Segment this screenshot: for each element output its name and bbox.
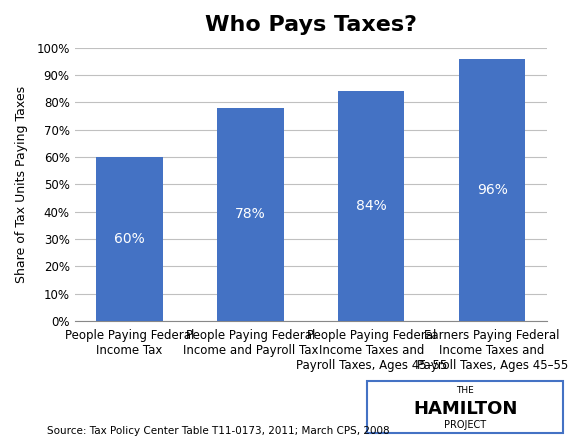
Text: PROJECT: PROJECT (444, 420, 486, 430)
Y-axis label: Share of Tax Units Paying Taxes: Share of Tax Units Paying Taxes (15, 86, 28, 283)
Bar (217, 108, 284, 321)
Text: Source: Tax Policy Center Table T11-0173, 2011; March CPS, 2008: Source: Tax Policy Center Table T11-0173… (47, 425, 390, 436)
Bar (459, 59, 525, 321)
Bar (338, 92, 404, 321)
Text: 84%: 84% (356, 199, 387, 213)
Text: HAMILTON: HAMILTON (413, 400, 517, 418)
Text: 78%: 78% (235, 207, 266, 221)
Bar (96, 157, 163, 321)
Text: 60%: 60% (114, 232, 144, 246)
Title: Who Pays Taxes?: Who Pays Taxes? (205, 15, 417, 35)
Text: THE: THE (456, 386, 474, 396)
Text: 96%: 96% (477, 183, 508, 197)
FancyBboxPatch shape (367, 381, 563, 433)
